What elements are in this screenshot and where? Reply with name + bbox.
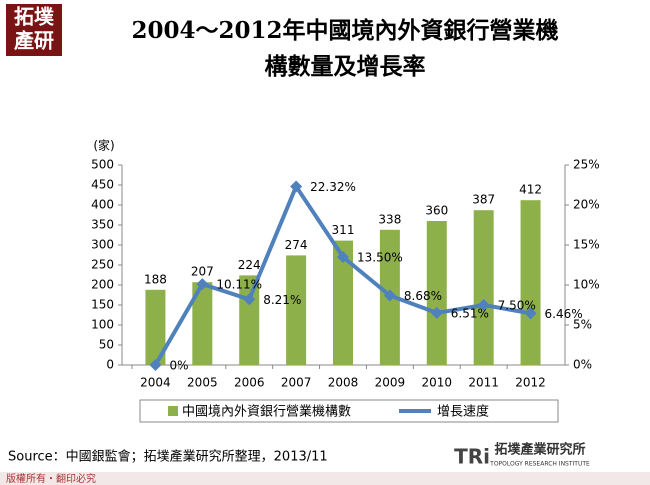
- bar-value-label: 360: [425, 204, 448, 218]
- y-tick-label: 200: [91, 278, 114, 292]
- y-tick-label: 500: [91, 158, 114, 172]
- bar-value-label: 412: [519, 183, 542, 197]
- y-tick-label: 100: [91, 318, 114, 332]
- bar: [192, 282, 213, 365]
- brand-mark: TRi: [454, 445, 490, 469]
- y2-tick-label: 5%: [573, 318, 592, 332]
- x-tick-label: 2012: [515, 376, 546, 390]
- x-tick-label: 2011: [468, 376, 499, 390]
- y2-tick-label: 20%: [573, 198, 600, 212]
- line-marker: [383, 289, 396, 302]
- legend-box: [139, 399, 559, 423]
- line-marker: [196, 278, 209, 291]
- line-value-label: 8.68%: [404, 289, 442, 303]
- y2-tick-label: 10%: [573, 278, 600, 292]
- legend-swatch: [168, 406, 178, 416]
- y-tick-label: 300: [91, 238, 114, 252]
- legend-label: 增長速度: [437, 404, 489, 420]
- line-value-label: 8.21%: [263, 293, 301, 307]
- bar: [145, 289, 166, 365]
- bar-value-label: 224: [238, 258, 261, 272]
- bar: [333, 240, 353, 365]
- bar-value-label: 311: [332, 223, 355, 237]
- y-tick-label: 450: [91, 178, 114, 192]
- x-tick-label: 2006: [234, 376, 265, 390]
- bar-value-label: 207: [191, 265, 214, 279]
- x-tick-label: 2009: [375, 376, 406, 390]
- line-value-label: 7.50%: [498, 299, 536, 313]
- logo: 拓墣: [14, 5, 55, 29]
- footer-bar: [0, 472, 650, 485]
- bar-value-label: 387: [472, 193, 495, 207]
- bar-value-label: 274: [285, 238, 308, 252]
- line-value-label: 22.32%: [310, 180, 356, 194]
- logo: 產研: [14, 29, 54, 53]
- line-marker: [430, 306, 443, 319]
- brand: 拓墣產業研究所: [494, 442, 585, 458]
- bar: [473, 210, 494, 365]
- y-tick-label: 50: [99, 338, 114, 352]
- logo-box: [6, 4, 62, 56]
- line-marker: [477, 299, 490, 311]
- line-value-label: 0%: [169, 359, 188, 373]
- line-marker: [524, 307, 537, 320]
- title: 構數量及增長率: [265, 53, 426, 80]
- bar-value-label: 338: [378, 212, 401, 226]
- bar: [286, 255, 307, 365]
- y2-tick-label: 15%: [573, 238, 600, 252]
- legend-label: 中國境內外資銀行營業機構數: [182, 404, 351, 420]
- brand-en: TOPOLOGY RESEARCH INSTITUTE: [489, 461, 590, 468]
- copyright: 版權所有・翻印必究: [6, 472, 96, 485]
- bar: [426, 221, 447, 365]
- line-marker: [149, 359, 162, 371]
- bar-value-label: 188: [144, 272, 167, 286]
- line-value-label: 10.11%: [216, 278, 262, 292]
- line-value-label: 6.51%: [451, 306, 489, 320]
- line-value-label: 6.46%: [545, 307, 583, 321]
- x-tick-label: 2010: [422, 376, 453, 390]
- y-tick-label: 400: [91, 198, 114, 212]
- line-marker: [337, 251, 349, 263]
- line-marker: [290, 180, 303, 193]
- line-marker: [243, 293, 256, 306]
- x-tick-label: 2007: [281, 376, 312, 390]
- x-tick-label: 2005: [187, 376, 218, 390]
- bar: [520, 200, 541, 365]
- x-tick-label: 2004: [140, 376, 171, 390]
- y-tick-label: 350: [91, 218, 114, 232]
- y-tick-label: 0: [106, 358, 114, 372]
- title: 2004～2012年中國境內外資銀行營業機: [131, 17, 558, 44]
- y-tick-label: 250: [91, 258, 114, 272]
- y2-tick-label: 25%: [573, 158, 600, 172]
- y2-tick-label: 0%: [573, 358, 592, 372]
- y-axis-label: (家): [93, 138, 114, 153]
- y-tick-label: 150: [91, 298, 114, 312]
- line-value-label: 13.50%: [357, 251, 403, 265]
- source: Source：中國銀監會；拓墣產業研究所整理，2013/11: [8, 449, 328, 465]
- x-tick-label: 2008: [328, 376, 359, 390]
